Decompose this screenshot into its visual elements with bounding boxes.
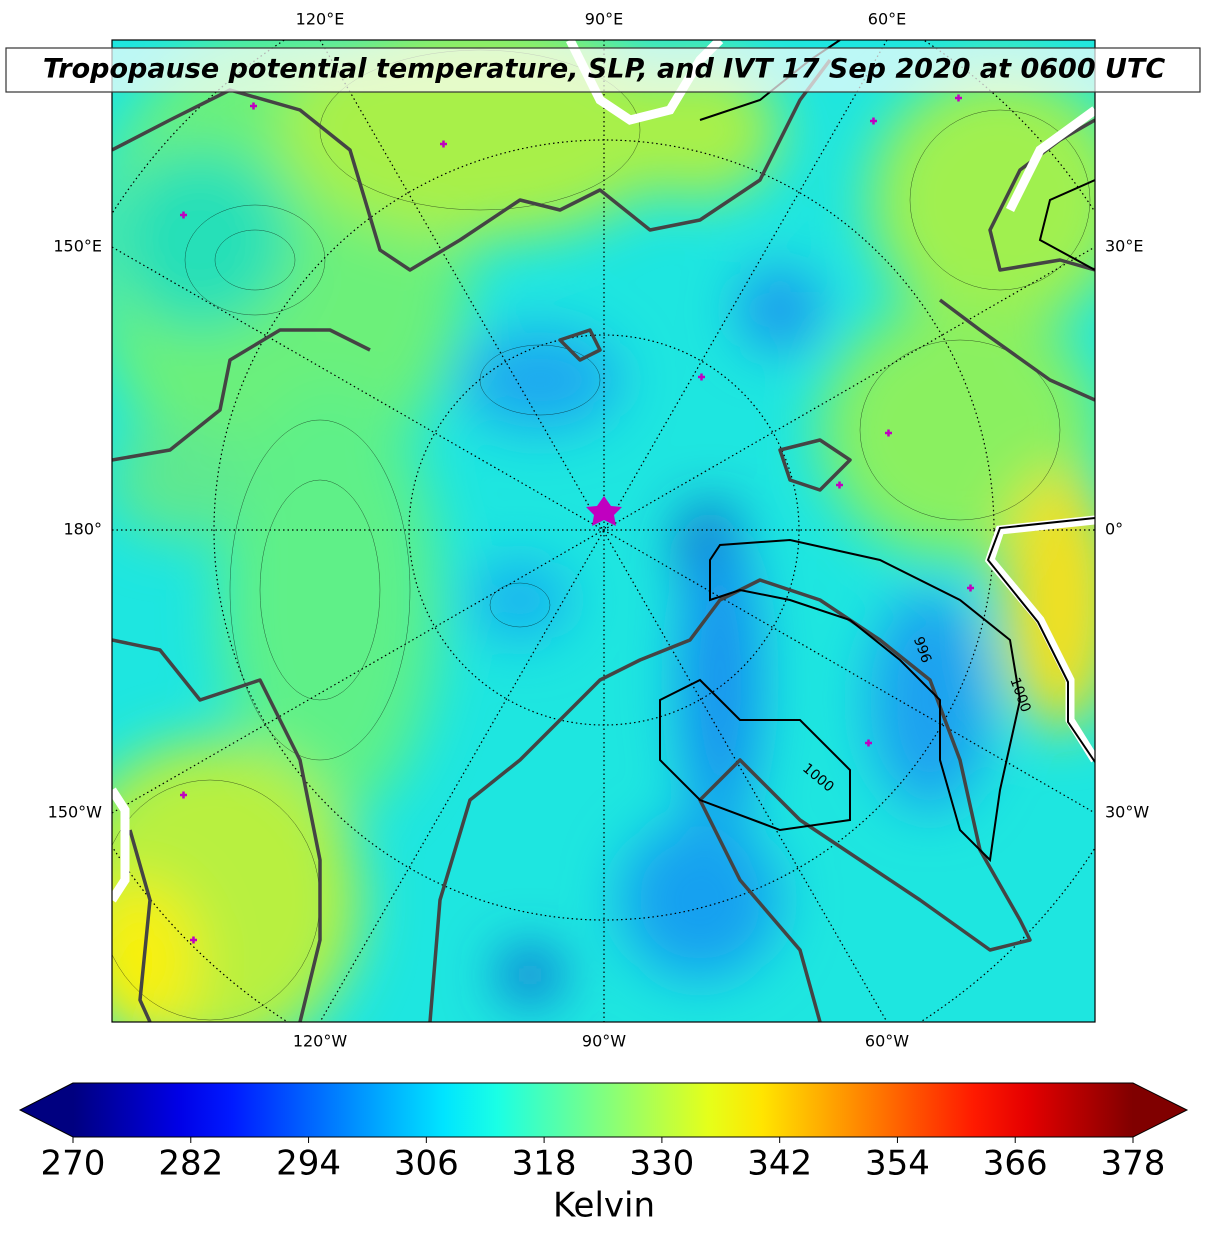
longitude-label: 90°W	[582, 1032, 626, 1051]
colorbar-tick-label: 378	[1101, 1144, 1166, 1184]
title-box	[5, 47, 1201, 93]
longitude-label: 120°W	[293, 1032, 348, 1051]
colorbar-tick-label: 318	[512, 1144, 577, 1184]
colorbar-tick-label: 342	[747, 1144, 812, 1184]
longitude-label: 60°W	[865, 1032, 909, 1051]
longitude-label: 30°E	[1105, 237, 1143, 256]
map-frame	[111, 39, 1096, 1023]
colorbar-tick-label: 294	[276, 1144, 341, 1184]
longitude-label: 150°W	[48, 803, 103, 822]
longitude-label: 120°E	[296, 10, 345, 29]
colorbar-tick-label: 306	[394, 1144, 459, 1184]
colorbar-tick-label: 270	[41, 1144, 106, 1184]
longitude-label: 0°	[1105, 520, 1123, 539]
longitude-label: 60°E	[868, 10, 906, 29]
longitude-labels: 120°E 90°E 60°E 120°W 90°W 60°W 150°E 180° 150°W…	[48, 10, 1150, 1051]
colorbar-label: Kelvin	[553, 1186, 655, 1226]
colorbar-tick-label: 366	[983, 1144, 1048, 1184]
longitude-label: 180°	[63, 520, 102, 539]
colorbar-extend-high	[1133, 1083, 1187, 1137]
title: Tropopause potential temperature, SLP, a…	[43, 54, 1166, 85]
colorbar-tick-label: 354	[865, 1144, 930, 1184]
longitude-label: 90°E	[585, 10, 623, 29]
colorbar-tick-label: 330	[629, 1144, 694, 1184]
longitude-label: 150°E	[53, 237, 102, 256]
longitude-label: 30°W	[1105, 803, 1149, 822]
colorbar-extend-low	[20, 1083, 73, 1137]
colorbar-tick-label: 282	[158, 1144, 223, 1184]
colorbar-body	[73, 1083, 1133, 1137]
map-field	[112, 40, 1095, 1022]
colorbar: 270 282 294 306 318 330 342 354 366 378	[18, 1082, 1189, 1184]
